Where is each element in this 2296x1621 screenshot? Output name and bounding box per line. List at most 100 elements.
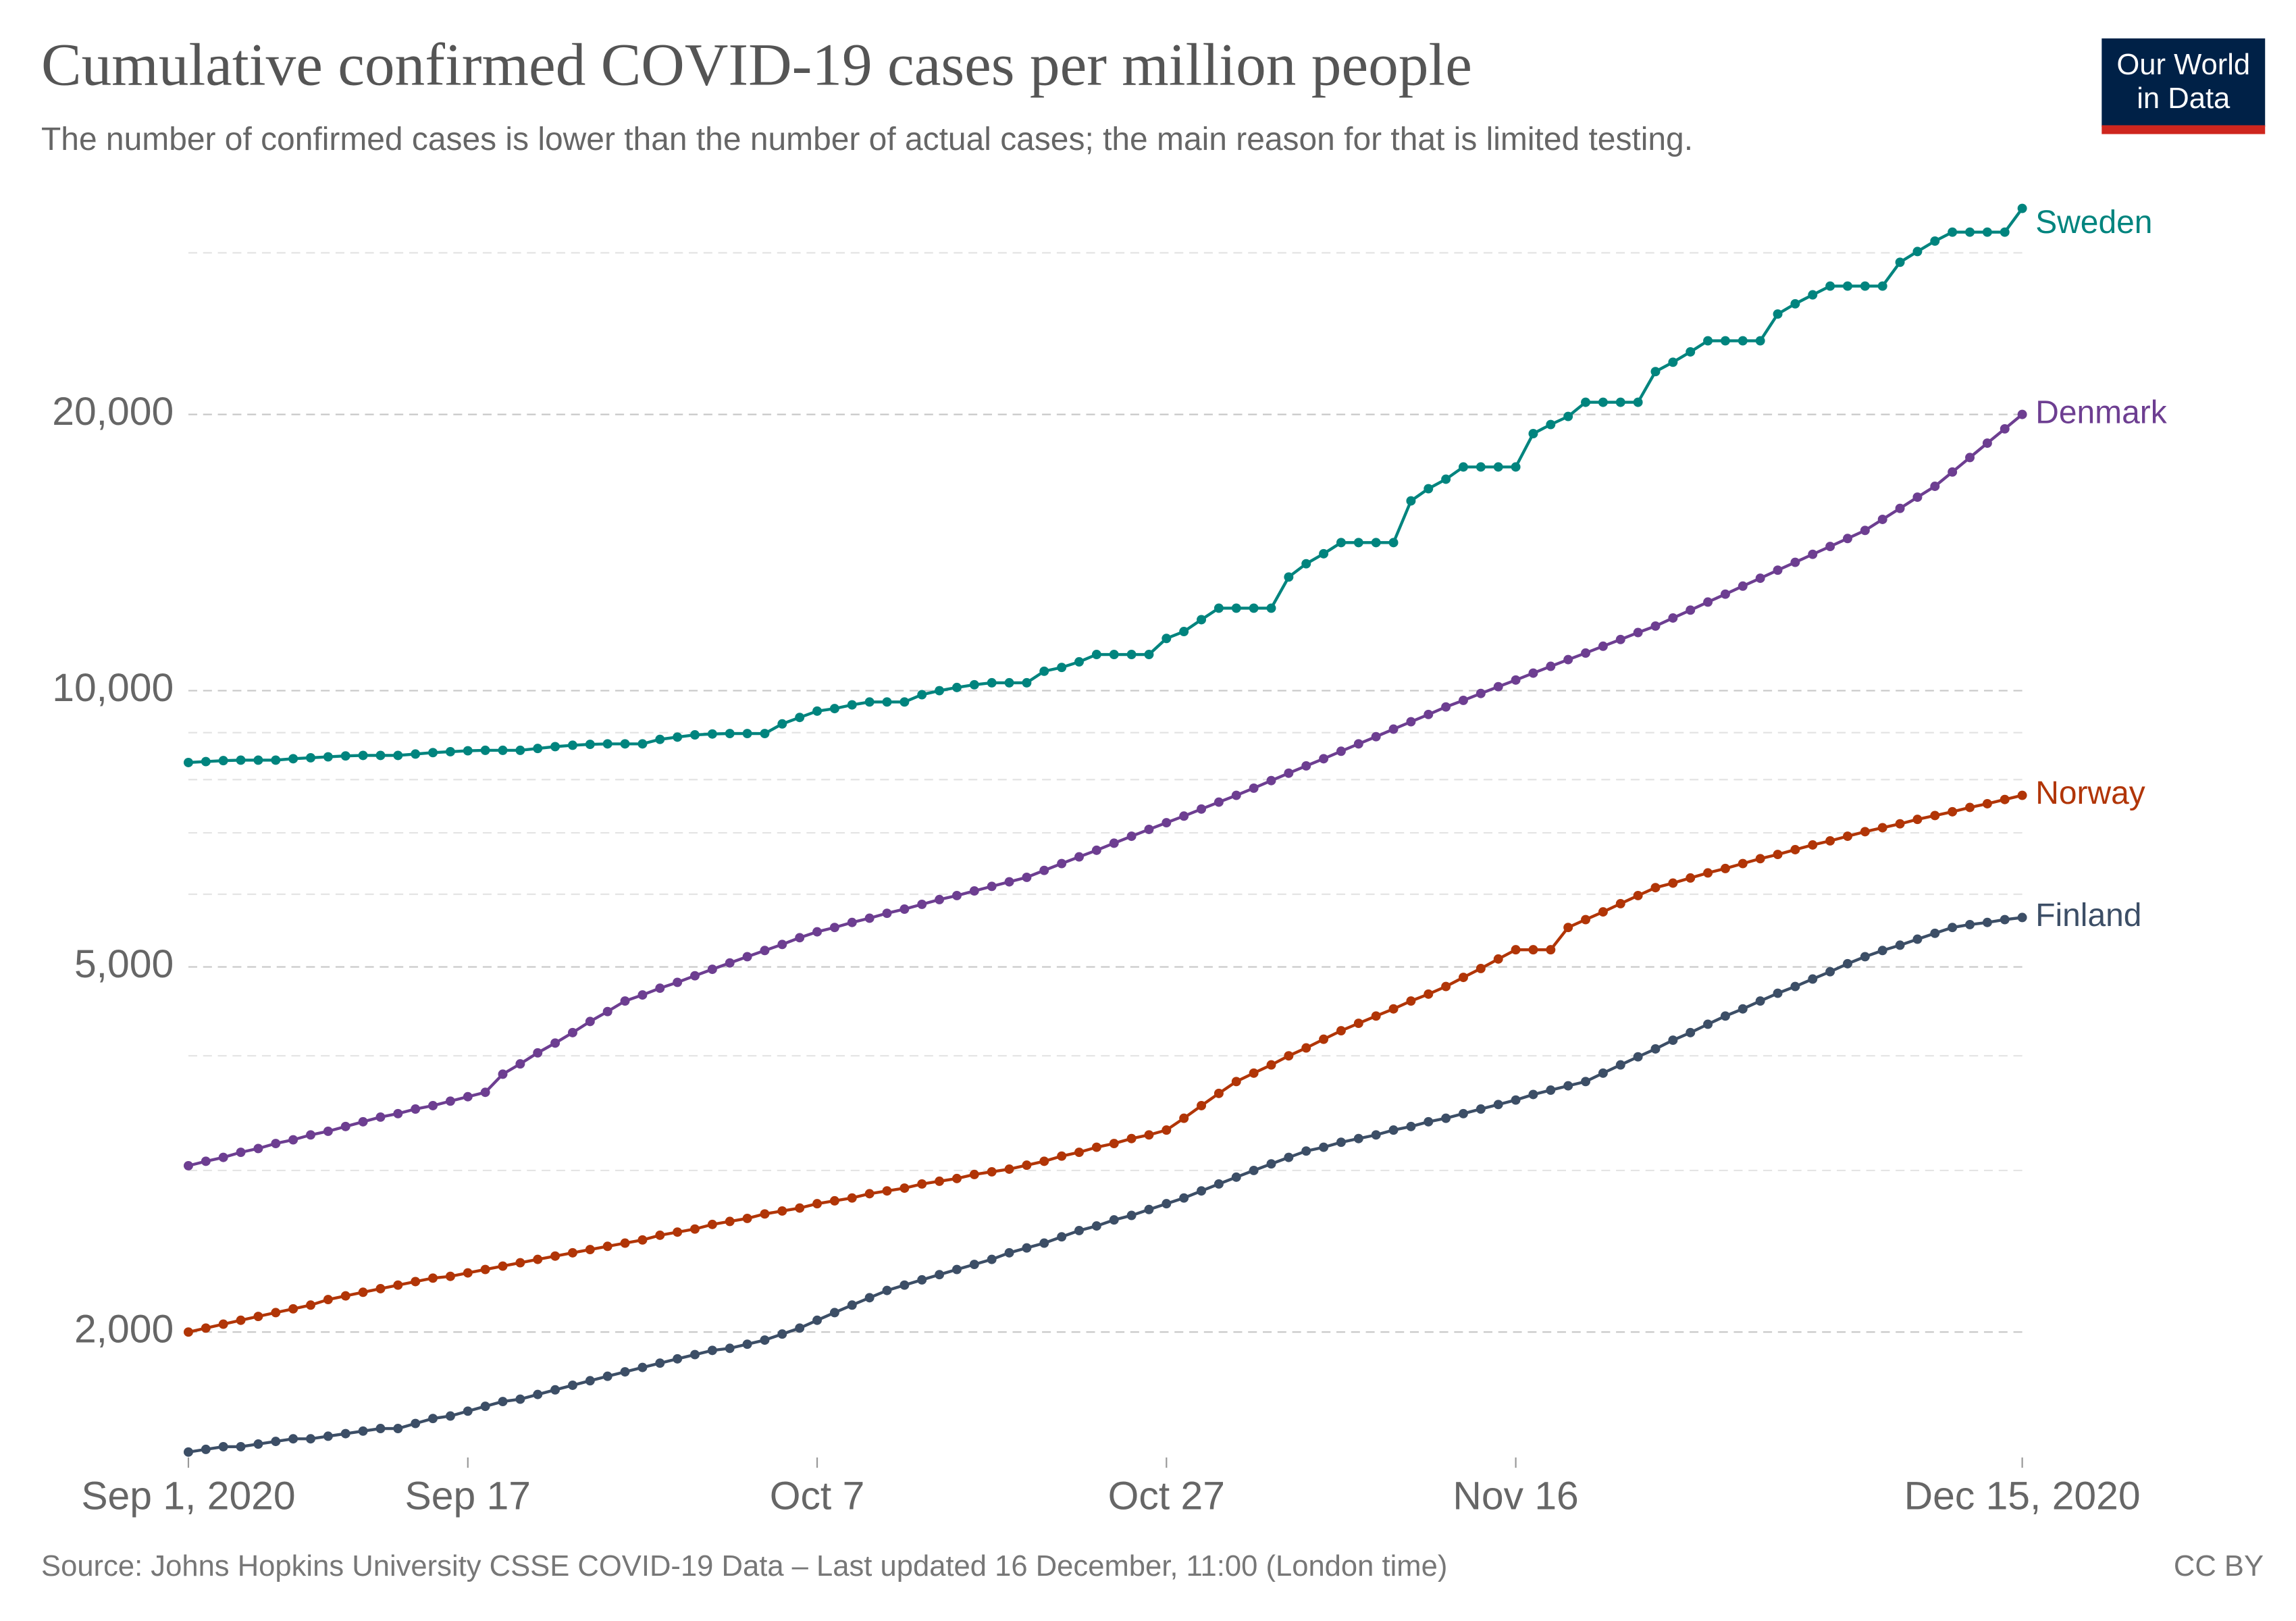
data-point: [567, 1381, 577, 1390]
data-point: [253, 755, 263, 765]
data-point: [637, 1362, 648, 1372]
data-point: [1877, 281, 1887, 291]
data-point: [1912, 247, 1923, 257]
data-point: [253, 1312, 263, 1322]
data-point: [1895, 940, 1905, 950]
data-point: [725, 729, 735, 739]
series-line: [188, 413, 2024, 1168]
data-point: [864, 697, 875, 707]
data-point: [323, 1126, 333, 1136]
data-point: [1284, 1152, 1294, 1162]
data-point: [1459, 973, 1468, 983]
data-point: [1965, 227, 1975, 237]
data-point: [1179, 811, 1189, 821]
data-point: [1126, 831, 1137, 842]
data-point: [1965, 919, 1975, 929]
data-point: [1930, 236, 1940, 246]
data-point: [1965, 802, 1975, 813]
data-point: [358, 750, 368, 761]
data-point: [1511, 1095, 1521, 1105]
data-point: [847, 1193, 857, 1203]
data-point: [1336, 1137, 1346, 1148]
data-point: [1790, 299, 1800, 309]
data-point: [1563, 1081, 1573, 1091]
data-point: [550, 742, 560, 752]
data-point: [1214, 1088, 1224, 1098]
data-point: [533, 1389, 543, 1399]
data-point: [1004, 1164, 1014, 1174]
data-point: [1790, 845, 1800, 854]
data-point: [987, 677, 997, 688]
data-point: [1057, 1151, 1067, 1161]
data-point: [463, 1406, 473, 1416]
data-point: [1511, 945, 1521, 955]
data-point: [218, 1319, 228, 1329]
data-point: [1406, 496, 1416, 506]
data-point: [760, 1209, 770, 1219]
data-point: [1808, 974, 1818, 984]
logo-box: [2102, 38, 2266, 127]
data-point: [777, 1206, 787, 1216]
data-point: [1650, 883, 1661, 893]
data-point: [987, 1166, 997, 1177]
data-point: [271, 1139, 281, 1149]
data-point: [917, 1179, 927, 1189]
data-point: [1441, 702, 1451, 712]
x-tick-label: Oct 27: [1108, 1474, 1225, 1518]
data-point: [1004, 877, 1014, 887]
chart-title: Cumulative confirmed COVID-19 cases per …: [41, 31, 1472, 98]
data-point: [236, 755, 246, 765]
data-point: [1476, 688, 1486, 698]
data-point: [1877, 946, 1887, 956]
data-point: [829, 923, 839, 933]
data-point: [1598, 1068, 1608, 1078]
data-point: [690, 1349, 700, 1360]
data-point: [1668, 357, 1678, 367]
data-point: [1039, 1156, 1049, 1166]
data-point: [1755, 996, 1765, 1006]
data-point: [550, 1038, 560, 1048]
data-point: [1091, 650, 1101, 660]
data-point: [655, 983, 665, 994]
data-point: [340, 1429, 350, 1439]
series-line: [188, 207, 2024, 765]
data-point: [795, 933, 805, 943]
data-point: [777, 940, 787, 950]
data-point: [1948, 227, 1958, 237]
data-point: [1703, 336, 1713, 346]
data-point: [1686, 1027, 1696, 1037]
data-point: [1546, 661, 1556, 671]
data-point: [864, 1293, 875, 1303]
y-tick-label: 2,000: [74, 1308, 174, 1352]
data-point: [1074, 852, 1084, 862]
data-point: [2017, 409, 2027, 419]
data-point: [1860, 827, 1870, 837]
data-point: [1388, 538, 1399, 548]
data-point: [1703, 597, 1713, 607]
data-point: [1686, 346, 1696, 357]
data-point: [1459, 462, 1468, 472]
data-point: [445, 1096, 455, 1106]
data-point: [1459, 695, 1468, 705]
data-point: [1860, 952, 1870, 962]
data-point: [882, 1285, 892, 1295]
data-point: [1371, 1011, 1381, 1021]
data-point: [1004, 677, 1014, 688]
data-point: [184, 758, 193, 767]
data-point: [1546, 419, 1556, 430]
data-point: [1424, 709, 1434, 719]
data-point: [1074, 657, 1084, 667]
data-point: [1424, 989, 1434, 999]
data-point: [1319, 754, 1329, 764]
data-point: [1825, 967, 1835, 977]
data-point: [1476, 462, 1486, 472]
data-point: [899, 697, 910, 707]
data-point: [271, 755, 281, 765]
data-point: [673, 977, 683, 987]
data-point: [707, 729, 717, 739]
data-point: [306, 1300, 315, 1310]
data-point: [1197, 1186, 1207, 1196]
data-point: [829, 1195, 839, 1206]
data-point: [1197, 615, 1207, 625]
